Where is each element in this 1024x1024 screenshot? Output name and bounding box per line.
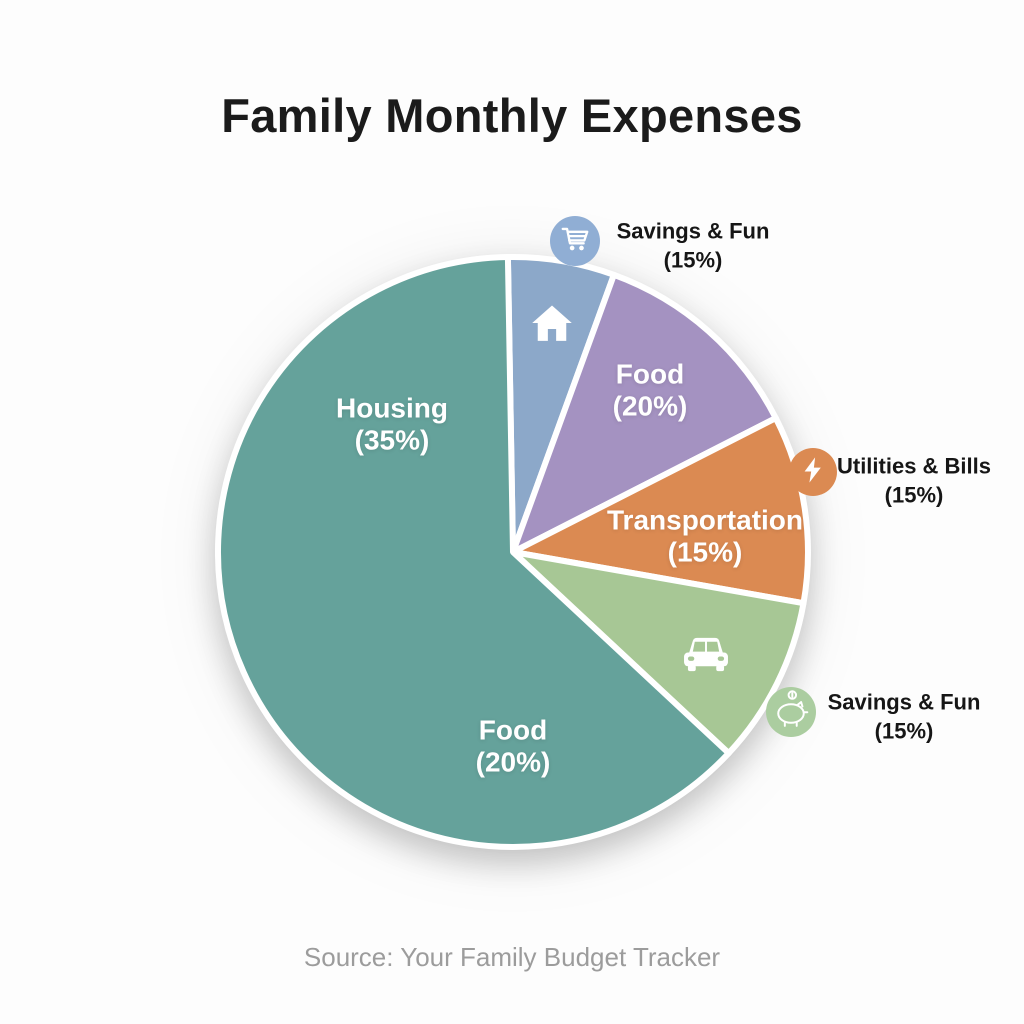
- slice-label-name: Transportation: [606, 504, 804, 536]
- slice-label-pct: (35%): [354, 425, 430, 456]
- callout-name: Utilities & Bills: [836, 453, 992, 479]
- shopping-cart-icon: [557, 221, 593, 262]
- slice-label-pct: (20%): [612, 391, 688, 422]
- utilities-bills-label: Utilities & Bills (15%): [837, 452, 991, 509]
- housing-slice-label: Housing (35%): [336, 393, 448, 458]
- savings-fun-top-label: Savings & Fun (15%): [617, 217, 770, 274]
- chart-title: Family Monthly Expenses: [221, 89, 803, 142]
- savings-fun-top-badge: [550, 216, 600, 266]
- slice-label-name: Food: [615, 358, 685, 390]
- house-icon: [529, 300, 575, 351]
- pie-slices-group: [215, 253, 811, 850]
- slice-label-name: Housing: [336, 392, 448, 424]
- savings-fun-bottom-label: Savings & Fun (15%): [828, 688, 981, 745]
- pie-slice-food: [510, 271, 779, 555]
- pie-slice-savings-fun-bottom: [510, 549, 807, 757]
- pie-slice-transportation: [510, 415, 811, 607]
- pie-slice-housing: [215, 254, 732, 850]
- callout-pct: (15%): [884, 482, 944, 507]
- callout-pct: (15%): [663, 247, 723, 272]
- slice-label-name: Food: [478, 714, 548, 746]
- food-upper-slice-label: Food (20%): [613, 359, 688, 424]
- transportation-slice-label: Transportation (15%): [607, 505, 803, 570]
- callout-name: Savings & Fun: [616, 218, 770, 244]
- callout-pct: (15%): [874, 718, 934, 743]
- utilities-bills-badge: [789, 448, 837, 496]
- savings-fun-bottom-badge: [766, 687, 816, 737]
- slice-label-pct: (15%): [667, 537, 743, 568]
- callout-name: Savings & Fun: [827, 689, 981, 715]
- piggy-bank-icon: [769, 688, 813, 737]
- lightning-bolt-icon: [798, 455, 828, 490]
- car-icon: [679, 634, 733, 680]
- source-caption: Source: Your Family Budget Tracker: [303, 942, 721, 972]
- food-lower-slice-label: Food (20%): [476, 715, 551, 780]
- slice-label-pct: (20%): [475, 747, 551, 778]
